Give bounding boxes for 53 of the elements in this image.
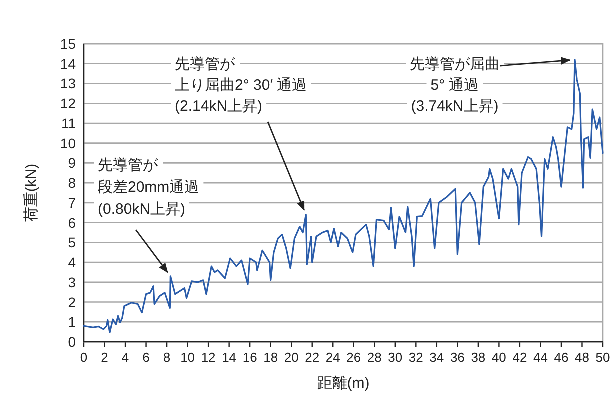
y-tick-label: 4: [68, 254, 76, 271]
annotation: 先導管が: [98, 157, 159, 174]
x-axis-title: 距離(m): [317, 375, 370, 392]
x-tick-label: 46: [554, 350, 569, 365]
x-tick-label: 2: [101, 350, 108, 365]
x-tick-label: 10: [180, 350, 196, 365]
y-tick-label: 10: [60, 135, 76, 152]
y-axis-title: 荷重(kN): [23, 164, 40, 222]
y-tick-label: 15: [60, 36, 76, 52]
y-tick-label: 14: [60, 56, 76, 72]
annotation: (0.80kN上昇): [98, 201, 186, 218]
annotation: 段差20mm通過: [98, 179, 200, 196]
annotation: 先導管が屈曲: [410, 56, 500, 73]
y-tick-label: 13: [60, 76, 76, 92]
x-tick-label: 34: [430, 350, 444, 365]
x-tick-label: 42: [512, 350, 528, 365]
x-tick-label: 24: [326, 350, 340, 365]
x-tick-label: 22: [305, 350, 320, 365]
x-tick-label: 8: [163, 350, 171, 365]
annotation: (2.14kN上昇): [175, 98, 263, 115]
x-tick-label: 26: [346, 350, 362, 365]
y-tick-label: 5: [68, 234, 76, 251]
x-tick-label: 48: [575, 350, 590, 365]
y-tick-label: 7: [68, 194, 76, 211]
x-tick-label: 50: [596, 350, 610, 365]
y-tick-label: 3: [68, 274, 76, 290]
annotation: 5° 通過: [430, 77, 480, 94]
x-tick-label: 36: [450, 350, 465, 365]
x-tick-label: 44: [533, 350, 548, 365]
x-tick-label: 38: [471, 350, 486, 365]
annotation: (3.74kN上昇): [411, 98, 499, 115]
y-tick-label: 1: [68, 314, 76, 330]
y-tick-label: 6: [68, 214, 76, 231]
y-tick-label: 11: [61, 115, 76, 132]
x-tick-label: 4: [122, 350, 130, 365]
y-tick-label: 8: [68, 175, 76, 192]
x-tick-label: 20: [284, 350, 299, 365]
x-tick-label: 0: [80, 350, 88, 365]
x-tick-label: 18: [264, 350, 278, 365]
x-tick-label: 16: [242, 350, 258, 365]
x-tick-label: 12: [201, 350, 216, 365]
x-tick-label: 6: [142, 350, 150, 365]
y-tick-label: 12: [60, 96, 76, 112]
x-tick-label: 30: [388, 350, 403, 365]
x-tick-label: 40: [492, 350, 506, 365]
y-tick-label: 9: [68, 155, 76, 172]
annotation: 先導管が: [175, 56, 236, 73]
x-tick-label: 32: [408, 350, 424, 365]
y-tick-label: 0: [68, 334, 76, 350]
x-tick-label: 14: [222, 350, 237, 365]
y-tick-label: 2: [68, 294, 76, 310]
x-tick-label: 28: [367, 350, 382, 365]
annotation: 上り屈曲2° 30′ 通過: [175, 77, 308, 94]
